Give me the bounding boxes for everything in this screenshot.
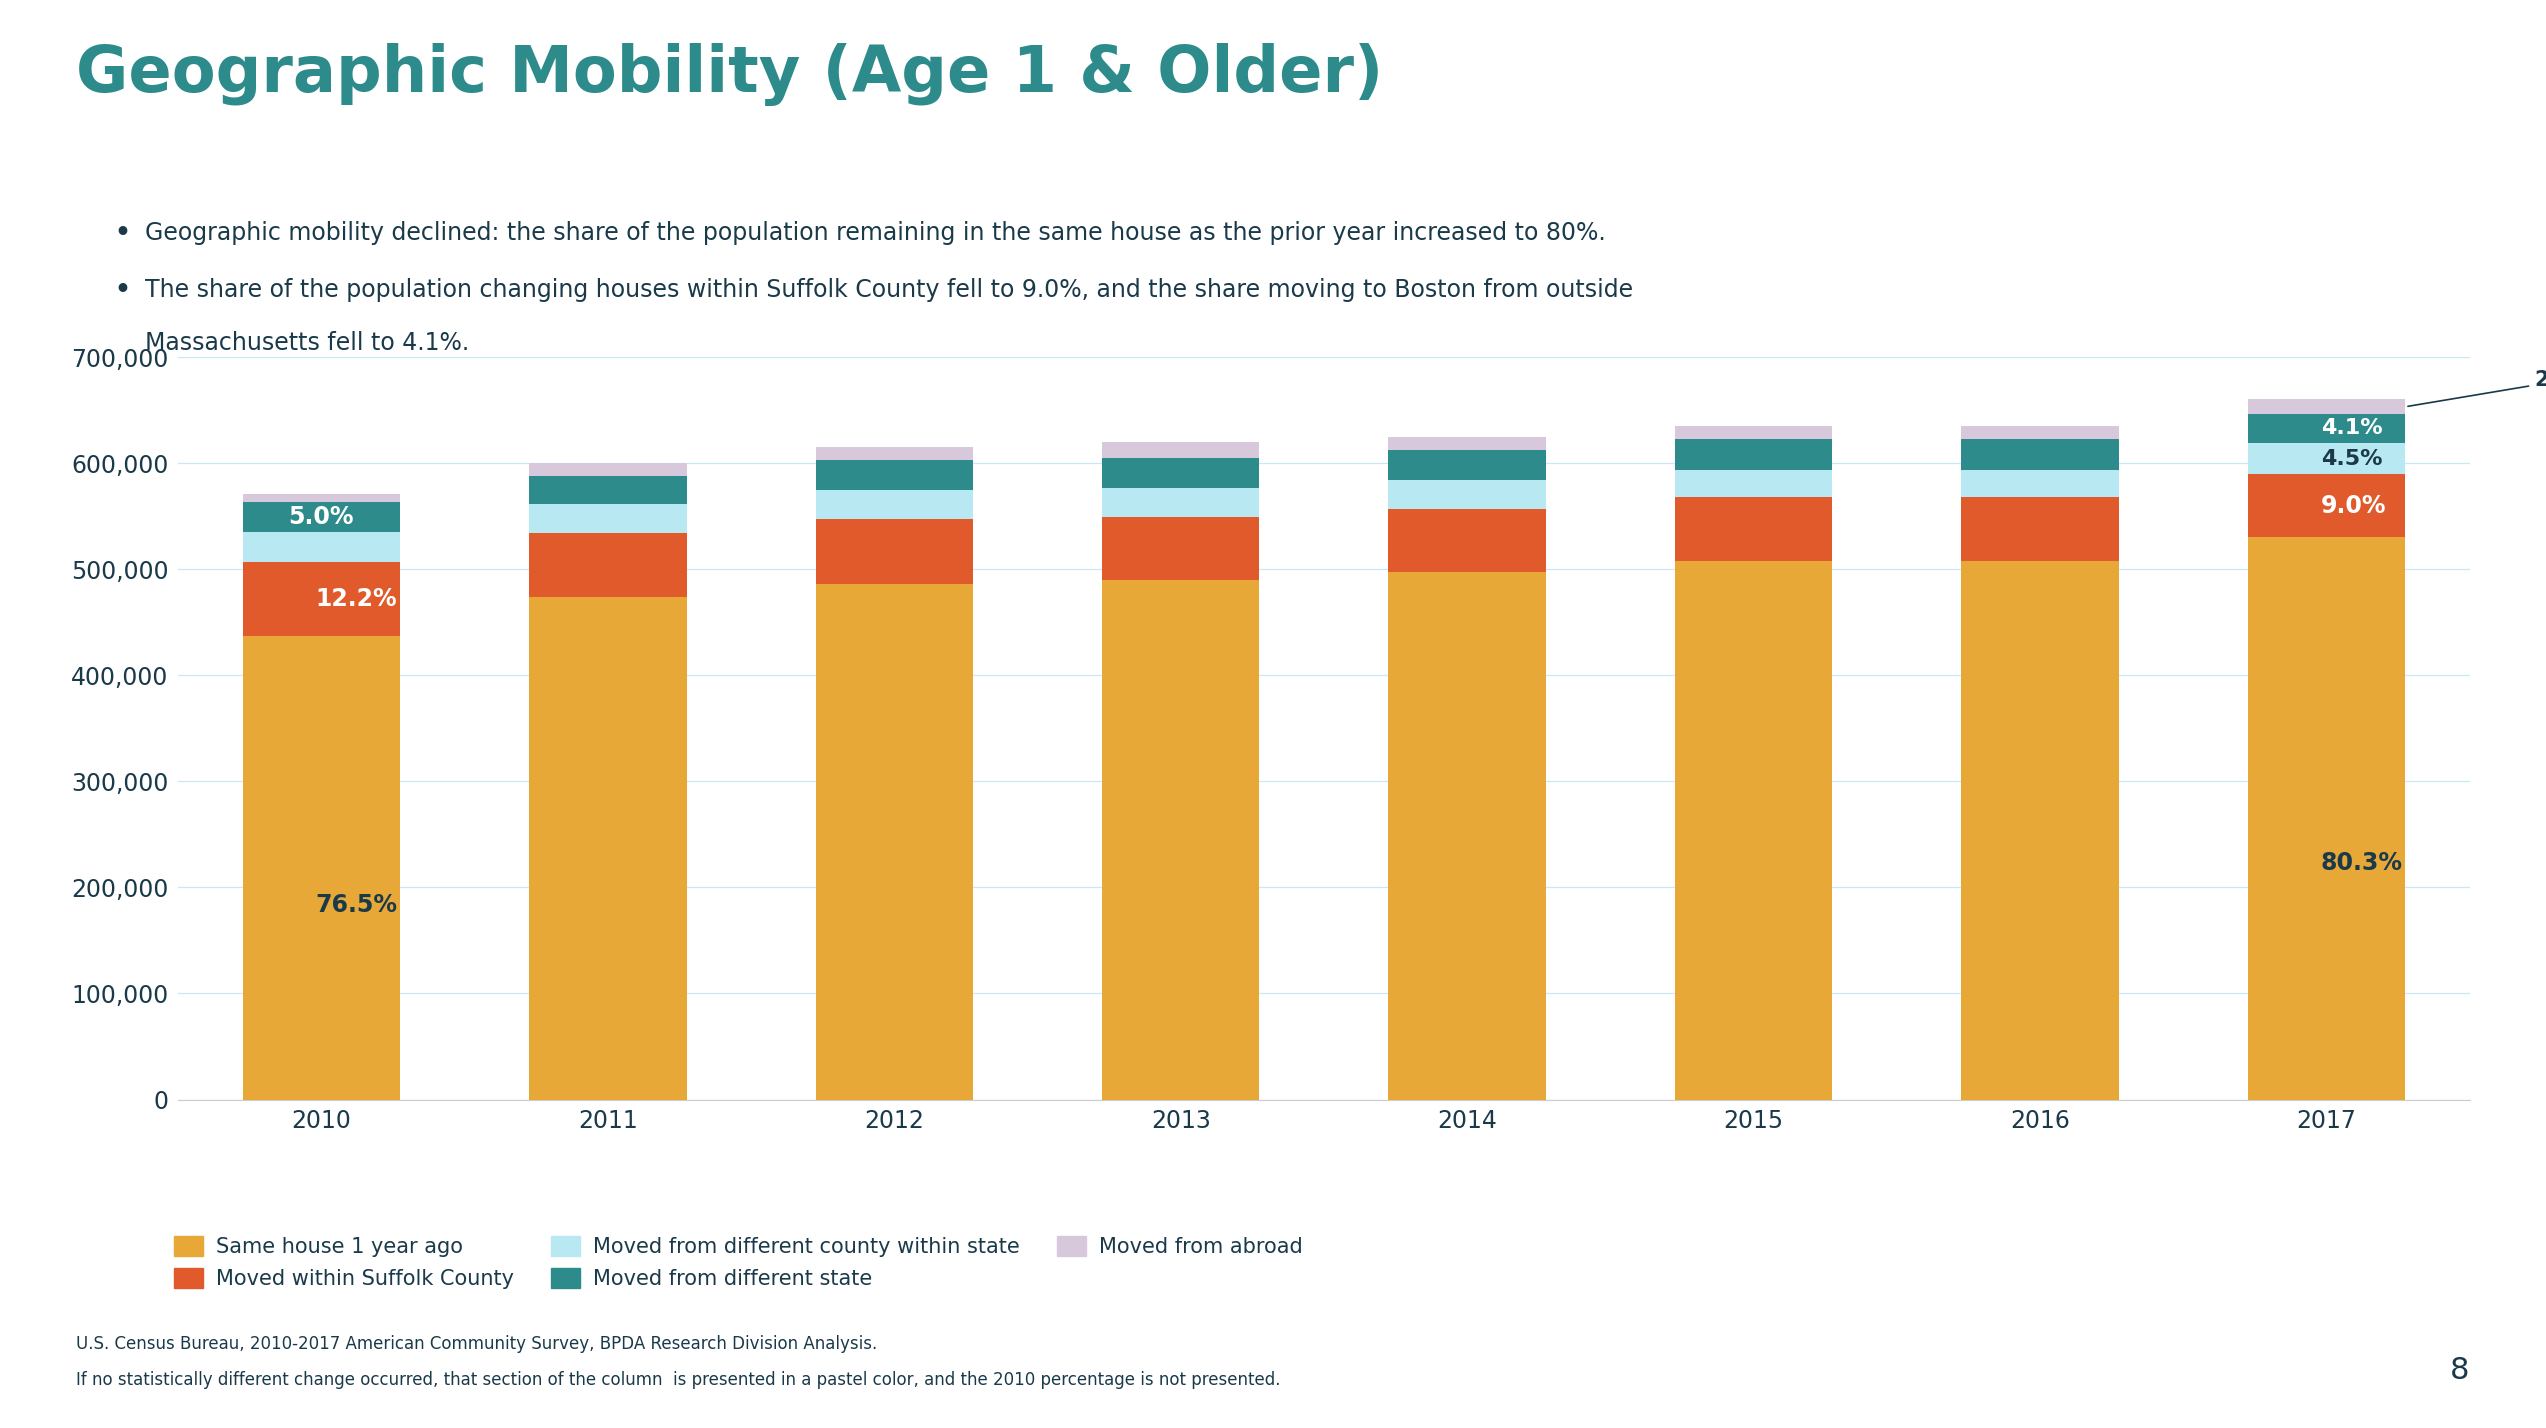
Bar [815, 518, 973, 584]
Bar [1960, 561, 2118, 1100]
Legend: Same house 1 year ago, Moved within Suffolk County, Moved from different county : Same house 1 year ago, Moved within Suff… [165, 1228, 1311, 1297]
Text: Geographic mobility declined: the share of the population remaining in the same : Geographic mobility declined: the share … [145, 221, 1607, 246]
Bar [815, 490, 973, 518]
Bar [2248, 537, 2406, 1100]
Bar [242, 533, 400, 563]
Bar [815, 447, 973, 460]
Bar [1102, 488, 1260, 517]
Text: U.S. Census Bureau, 2010-2017 American Community Survey, BPDA Research Division : U.S. Census Bureau, 2010-2017 American C… [76, 1335, 878, 1354]
Bar [1102, 517, 1260, 580]
Text: The share of the population changing houses within Suffolk County fell to 9.0%, : The share of the population changing hou… [145, 278, 1632, 303]
Bar [1675, 470, 1833, 497]
Bar [1675, 426, 1833, 440]
Bar [2248, 443, 2406, 474]
Text: 9.0%: 9.0% [2319, 494, 2386, 518]
Bar [815, 460, 973, 490]
Text: If no statistically different change occurred, that section of the column  is pr: If no statistically different change occ… [76, 1371, 1281, 1389]
Text: 5.0%: 5.0% [288, 506, 354, 528]
Text: •: • [115, 278, 130, 303]
Bar [530, 533, 687, 597]
Bar [2248, 400, 2406, 414]
Bar [1388, 573, 1545, 1100]
Text: Massachusetts fell to 4.1%.: Massachusetts fell to 4.1%. [145, 331, 468, 356]
Text: 12.2%: 12.2% [316, 587, 397, 611]
Text: 76.5%: 76.5% [316, 892, 397, 917]
Bar [1102, 441, 1260, 458]
Bar [530, 463, 687, 476]
Bar [2248, 414, 2406, 443]
Text: •: • [115, 221, 130, 246]
Bar [1960, 470, 2118, 497]
Bar [530, 476, 687, 504]
Bar [1388, 437, 1545, 450]
Bar [1388, 510, 1545, 573]
Bar [1675, 497, 1833, 561]
Text: 4.1%: 4.1% [2319, 418, 2383, 438]
Bar [2248, 474, 2406, 537]
Bar [1960, 440, 2118, 470]
Bar [1675, 440, 1833, 470]
Text: Geographic Mobility (Age 1 & Older): Geographic Mobility (Age 1 & Older) [76, 43, 1382, 106]
Bar [242, 501, 400, 533]
Bar [1388, 450, 1545, 480]
Text: 2.1%: 2.1% [2409, 370, 2546, 407]
Bar [1675, 561, 1833, 1100]
Bar [1960, 497, 2118, 561]
Text: 8: 8 [2449, 1357, 2470, 1385]
Bar [530, 597, 687, 1100]
Bar [1388, 480, 1545, 510]
Bar [242, 637, 400, 1100]
Bar [242, 494, 400, 501]
Text: 80.3%: 80.3% [2319, 851, 2403, 875]
Text: 4.5%: 4.5% [2319, 448, 2383, 468]
Bar [1102, 458, 1260, 488]
Bar [242, 563, 400, 637]
Bar [815, 584, 973, 1100]
Bar [1102, 580, 1260, 1100]
Bar [1960, 426, 2118, 440]
Bar [530, 504, 687, 533]
